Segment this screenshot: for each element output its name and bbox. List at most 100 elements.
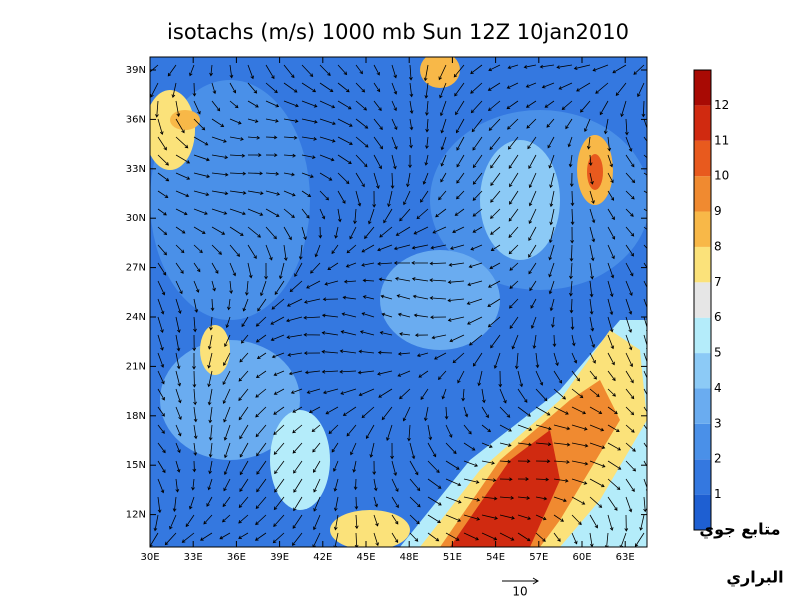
- wind-arrow: [175, 316, 181, 334]
- wind-arrow: [292, 514, 303, 529]
- wind-arrow: [207, 370, 213, 388]
- wind-arrow: [373, 64, 380, 76]
- colorbar-band: [694, 211, 711, 247]
- wind-arrow: [589, 298, 594, 315]
- wind-arrow: [373, 496, 379, 508]
- wind-arrow: [264, 262, 268, 280]
- wind-arrow: [167, 64, 177, 77]
- wind-arrow: [427, 514, 441, 524]
- wind-arrow: [380, 294, 393, 300]
- colorbar-label: 1: [714, 487, 722, 501]
- wind-arrow: [185, 514, 195, 528]
- wind-arrow: [255, 334, 267, 343]
- wind-arrow: [345, 262, 357, 268]
- wind-arrow: [337, 82, 350, 93]
- wind-arrow: [558, 82, 573, 90]
- colorbar-frame: [693, 69, 712, 531]
- wind-arrow: [509, 316, 519, 329]
- wind-arrow: [625, 460, 637, 472]
- reference-arrow-head: [532, 577, 539, 585]
- wind-arrow: [571, 388, 584, 399]
- credit-line: متابع جوي: [699, 520, 780, 540]
- wind-arrow: [509, 280, 519, 289]
- wind-arrow: [283, 135, 298, 140]
- wind-arrow: [440, 118, 447, 134]
- wind-arrow: [287, 352, 303, 357]
- wind-arrow: [490, 154, 501, 169]
- wind-arrow: [546, 118, 555, 128]
- wind-arrow: [413, 226, 429, 235]
- wind-arrow: [175, 100, 181, 117]
- wind-arrow: [259, 280, 267, 297]
- wind-arrow: [337, 154, 352, 165]
- wind-arrow: [157, 388, 165, 401]
- lat-label: 33N: [126, 164, 146, 175]
- wind-arrow: [437, 370, 447, 380]
- wind-arrow: [157, 190, 169, 198]
- wind-arrow: [303, 298, 321, 304]
- wind-arrow: [625, 244, 634, 257]
- wind-arrow: [517, 388, 528, 403]
- wind-arrow: [301, 154, 316, 159]
- wind-arrow: [362, 278, 375, 283]
- wind-arrow: [361, 244, 375, 253]
- field-patch: [480, 140, 560, 260]
- wind-arrow: [373, 100, 382, 112]
- wind-arrow: [409, 442, 416, 460]
- wind-arrow: [467, 280, 483, 287]
- wind-arrow: [274, 280, 285, 295]
- wind-arrow: [438, 190, 447, 201]
- wind-arrow: [321, 331, 339, 336]
- wind-arrow: [439, 82, 447, 99]
- wind-arrow: [171, 82, 177, 98]
- lat-label: 24N: [126, 312, 146, 323]
- wind-arrow: [541, 82, 555, 89]
- wind-arrow: [283, 172, 295, 177]
- wind-arrow: [306, 388, 321, 394]
- wind-arrow: [625, 190, 635, 200]
- wind-arrow: [353, 478, 358, 491]
- wind-arrow: [472, 154, 483, 169]
- wind-arrow: [301, 208, 310, 219]
- wind-arrow: [589, 208, 596, 224]
- wind-arrow: [377, 350, 393, 355]
- wind-arrow: [420, 190, 429, 203]
- wind-arrow: [397, 312, 411, 318]
- wind-arrow: [293, 496, 303, 512]
- wind-arrow: [625, 370, 634, 384]
- wind-arrow: [255, 370, 267, 378]
- lon-label: 57E: [529, 552, 548, 563]
- wind-arrow: [306, 280, 321, 289]
- wind-arrow: [207, 478, 213, 491]
- wind-arrow: [607, 352, 615, 366]
- wind-arrow: [607, 190, 615, 201]
- wind-arrow: [208, 442, 213, 458]
- wind-arrow: [193, 298, 199, 313]
- wind-arrow: [238, 406, 249, 421]
- wind-arrow: [240, 334, 249, 344]
- wind-arrow: [355, 172, 365, 188]
- wind-arrow: [427, 424, 433, 441]
- wind-arrow: [589, 496, 603, 508]
- wind-arrow: [535, 388, 548, 402]
- wind-arrow: [288, 370, 303, 376]
- wind-arrow: [150, 532, 159, 547]
- wind-arrow: [157, 118, 164, 136]
- wind-arrow: [625, 226, 635, 237]
- wind-arrow: [301, 190, 312, 198]
- wind-arrow: [472, 190, 483, 201]
- wind-arrow: [229, 171, 247, 176]
- wind-arrow: [175, 262, 184, 274]
- wind-arrow: [607, 334, 615, 350]
- wind-arrow: [301, 100, 318, 108]
- wind-arrow: [455, 118, 465, 134]
- wind-arrow: [571, 532, 578, 545]
- wind-arrow: [625, 208, 634, 217]
- wind-arrow: [528, 172, 537, 189]
- wind-arrow: [257, 298, 267, 312]
- colorbar-band: [694, 246, 711, 283]
- wind-arrow: [625, 442, 636, 452]
- wind-arrow: [499, 514, 515, 520]
- wind-arrow: [607, 280, 614, 298]
- wind-arrow: [175, 118, 185, 134]
